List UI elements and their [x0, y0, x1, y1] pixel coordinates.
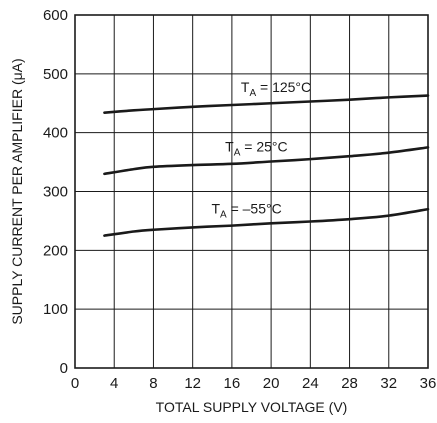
- y-tick-label: 300: [43, 184, 68, 201]
- x-tick-label: 0: [71, 375, 79, 392]
- x-tick-label: 24: [302, 375, 319, 392]
- x-axis-title: TOTAL SUPPLY VOLTAGE (V): [156, 399, 348, 415]
- series-labels: TA = 125°C TA = 25°C TA = –55°C: [211, 79, 311, 221]
- y-tick-label: 500: [43, 66, 68, 83]
- x-tick-label: 32: [380, 375, 397, 392]
- y-axis-title: SUPPLY CURRENT PER AMPLIFIER (μA): [9, 58, 25, 324]
- x-tick-label: 36: [420, 375, 437, 392]
- y-tick-label: 0: [60, 360, 68, 377]
- x-tick-label: 8: [149, 375, 157, 392]
- y-tick-label: 400: [43, 125, 68, 142]
- x-tick-label: 12: [184, 375, 201, 392]
- y-tick-label: 200: [43, 242, 68, 259]
- x-tick-labels: 0 4 8 12 16 20 24 28 32 36: [71, 375, 437, 392]
- series-label-0: TA = 125°C: [241, 79, 311, 99]
- y-tick-label: 600: [43, 7, 68, 24]
- x-tick-label: 20: [263, 375, 280, 392]
- series-lines: [103, 94, 430, 237]
- series-label-1: TA = 25°C: [225, 138, 287, 158]
- x-tick-label: 28: [341, 375, 358, 392]
- series-line-0: [103, 94, 430, 114]
- series-line-2: [103, 207, 430, 237]
- x-tick-label: 4: [110, 375, 118, 392]
- y-tick-labels: 0 100 200 300 400 500 600: [43, 7, 68, 377]
- grid: [74, 14, 429, 369]
- y-tick-label: 100: [43, 301, 68, 318]
- x-tick-label: 16: [224, 375, 241, 392]
- series-label-2: TA = –55°C: [211, 201, 281, 221]
- series-line-1: [103, 146, 430, 176]
- plot-frame: [74, 14, 429, 369]
